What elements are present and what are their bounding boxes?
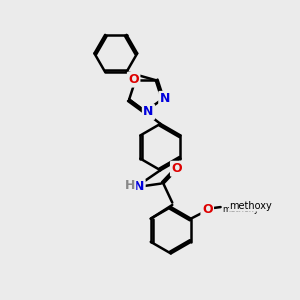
Text: H: H bbox=[125, 179, 135, 193]
Text: N: N bbox=[143, 106, 154, 118]
Text: O: O bbox=[171, 162, 182, 175]
Text: methoxy: methoxy bbox=[230, 201, 272, 211]
Text: N: N bbox=[134, 180, 144, 193]
Text: O: O bbox=[128, 73, 139, 86]
Text: N: N bbox=[160, 92, 170, 105]
Text: O: O bbox=[202, 203, 212, 216]
Text: methoxy: methoxy bbox=[223, 205, 260, 214]
